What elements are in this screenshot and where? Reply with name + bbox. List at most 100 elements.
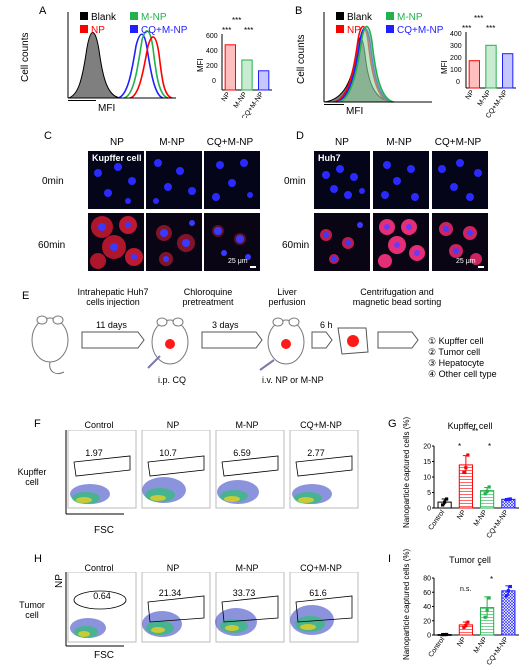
panel-label-a: A <box>39 5 47 17</box>
y-tick-label: 10 <box>423 475 431 482</box>
panel-f-gate-3: 6.59 <box>233 448 251 458</box>
flow-f-control <box>67 429 137 509</box>
panel-b-histogram <box>304 10 434 115</box>
bar-np <box>468 60 480 89</box>
legend-cq-mnp-label: CQ+M-NP <box>141 25 188 36</box>
panel-a-tick-200: 200 <box>206 63 218 70</box>
panel-i-bar-chart: 0 20 40 60 80 Control NP M-NP CQ+M-NP <box>410 562 525 667</box>
flow-f-mnp <box>215 429 285 509</box>
micro-c-np-0 <box>88 151 144 209</box>
bar-np <box>224 44 236 91</box>
data-point <box>443 500 447 504</box>
panel-h-flow-svg <box>65 571 359 647</box>
data-point <box>445 497 449 501</box>
panel-i-sig-3: n.s. <box>460 586 472 593</box>
legend-np-label: NP <box>91 25 105 36</box>
micro-d-mnp-60-svg <box>378 219 425 268</box>
workflow-output-1: ① Kupffer cell <box>428 336 484 346</box>
x-tick-label: NP <box>465 89 477 101</box>
workflow-arrow-3 <box>311 331 333 349</box>
panel-f-gate-2: 10.7 <box>159 448 177 458</box>
bar-cq-m-np <box>501 590 516 636</box>
hist-np-curve <box>129 36 173 99</box>
x-tick-label: NP <box>456 509 468 521</box>
legend-np-swatch <box>80 25 88 33</box>
legend-b-mnp-label: M-NP <box>397 12 423 23</box>
panel-f-row-label: Kupffer cell <box>17 467 47 487</box>
workflow-arrow3-label: 6 h <box>320 320 333 330</box>
panel-a-tick-0: 0 <box>212 78 216 85</box>
data-point <box>504 498 508 502</box>
panel-h-col-np: NP <box>166 563 180 573</box>
panel-c-row-0min: 0min <box>42 176 64 187</box>
y-tick-label: 5 <box>427 490 431 497</box>
panel-d-row-60min: 60min <box>282 240 310 251</box>
panel-d-scale-bar <box>478 266 484 268</box>
legend-blank-label: Blank <box>91 12 117 23</box>
data-point <box>504 594 508 598</box>
workflow-arrow-1 <box>81 331 145 349</box>
panel-d-col-cq: CQ+M-NP <box>434 137 482 148</box>
panel-d-scale-label: 25 μm <box>456 258 476 265</box>
data-point <box>466 453 470 457</box>
micro-c-cq-0 <box>204 151 260 209</box>
panel-a-legend: Blank M-NP NP CQ+M-NP <box>80 12 190 42</box>
micro-c-cq-60-svg <box>212 225 251 260</box>
panel-b-tick-200: 200 <box>450 55 462 62</box>
legend-b-np-label: NP <box>347 25 361 36</box>
data-point <box>487 596 491 600</box>
micro-c-mnp-0 <box>146 151 202 209</box>
micro-d-mnp-60 <box>373 213 429 271</box>
panel-h-col-control: Control <box>84 563 114 573</box>
panel-i-title: Tumor cell <box>449 555 491 565</box>
y-tick-label: 20 <box>423 618 431 625</box>
micro-c-mnp-60 <box>146 213 202 271</box>
panel-b-histogram-svg <box>323 12 432 103</box>
legend-mnp: M-NP <box>130 12 167 23</box>
panel-b-sig-3: *** <box>486 24 496 33</box>
liver-icon <box>337 327 369 355</box>
micro-c-np-0-svg <box>94 163 136 204</box>
panel-h-col-mnp: M-NP <box>235 563 259 573</box>
panel-h-flow-plots <box>64 571 364 650</box>
panel-d-inset-label: Huh7 <box>318 153 341 163</box>
data-point <box>485 489 489 493</box>
panel-a-hist-xlabel: MFI <box>98 103 116 114</box>
micro-d-mnp-0 <box>373 151 429 209</box>
flow-h-mnp <box>215 571 285 643</box>
panel-f-xlabel: FSC <box>94 525 114 536</box>
data-point <box>485 608 489 612</box>
data-point <box>506 589 510 593</box>
mouse-icon-3 <box>259 317 305 371</box>
legend-blank-swatch <box>80 12 88 20</box>
panel-c-scale-label: 25 μm <box>228 258 248 265</box>
legend-b-blank-swatch <box>336 12 344 20</box>
data-point <box>443 632 447 637</box>
y-tick-label: 15 <box>423 459 431 466</box>
panel-b-tick-300: 300 <box>450 43 462 50</box>
bar-cq-m-np <box>258 70 270 91</box>
workflow-step3-label: Liver perfusion <box>268 287 306 307</box>
panel-g-sig-3: * <box>488 442 492 451</box>
data-point <box>445 632 449 637</box>
panel-b-sig-1: *** <box>474 14 484 23</box>
panel-label-e: E <box>22 290 30 302</box>
panel-label-f: F <box>34 418 41 430</box>
panel-c-col-mnp: M-NP <box>159 137 185 148</box>
panel-label-g: G <box>388 418 397 430</box>
hist-cq-mnp-curve <box>117 33 164 99</box>
data-point <box>441 503 445 507</box>
legend-b-mnp-swatch <box>386 12 394 20</box>
micro-d-np-0-svg <box>322 165 365 199</box>
legend-np: NP <box>80 25 105 36</box>
panel-g-bar-chart: 0 5 10 15 20 Control NP M-NP CQ+M-NP <box>410 430 525 540</box>
flow-h-cq <box>289 571 359 643</box>
panel-label-b: B <box>295 5 303 17</box>
data-point <box>487 485 491 489</box>
flow-h-np <box>141 571 211 643</box>
data-point <box>464 623 468 627</box>
micro-d-np-60 <box>314 213 370 271</box>
